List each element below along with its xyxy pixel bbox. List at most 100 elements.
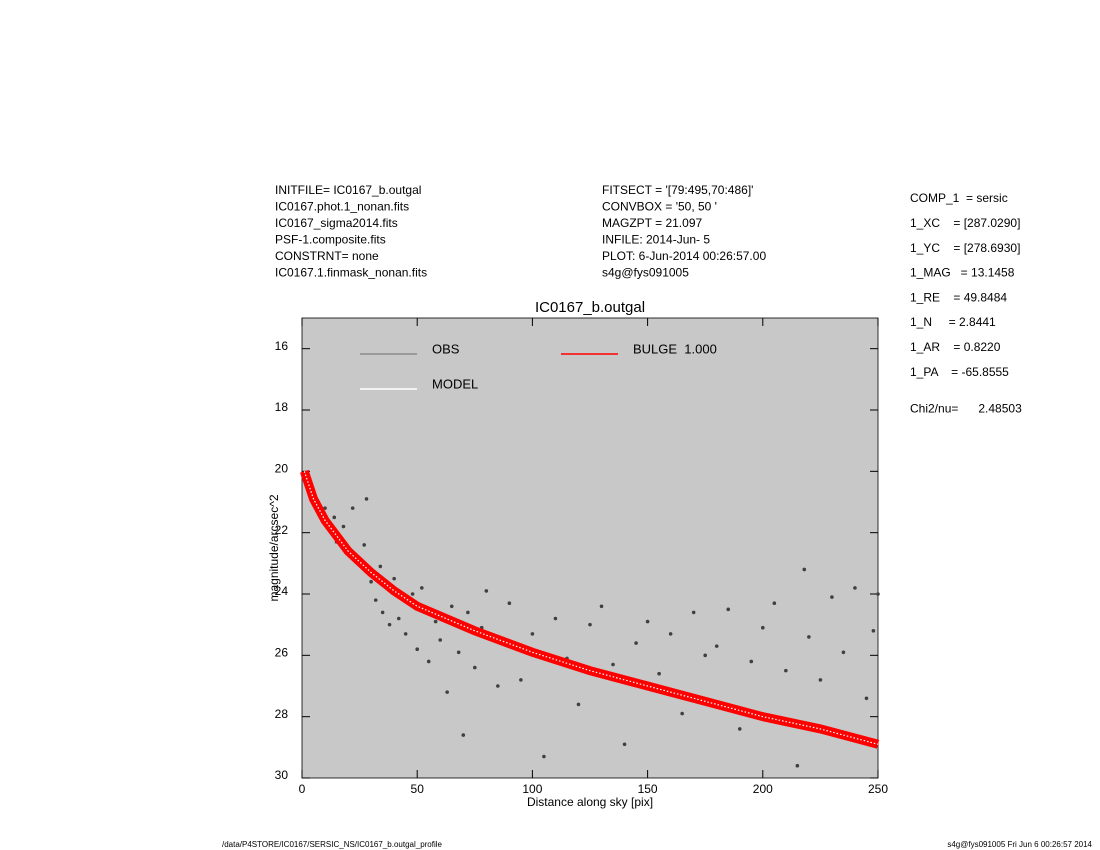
param-text: 1_YC = [278.6930] [910,241,1020,255]
obs-point [364,497,369,501]
legend-label: MODEL [432,376,478,391]
info-text: INFILE: 2014-Jun- 5 [602,233,710,247]
obs-point [761,625,765,630]
info-text: IC0167_sigma2014.fits [275,216,398,230]
y-tick-label: 18 [275,400,289,414]
obs-point [576,702,581,707]
obs-point [657,671,661,676]
obs-point [830,595,834,599]
param-text: 1_MAG = 13.1458 [910,266,1015,280]
obs-point [853,586,857,590]
obs-point [876,592,880,596]
param-text: COMP_1 = sersic [910,191,1008,205]
obs-point [807,635,811,639]
obs-point [749,659,754,664]
obs-point [542,754,546,759]
obs-point [332,515,337,520]
info-text: FITSECT = '[79:495,70:486]' [602,183,753,197]
obs-point [392,576,396,581]
y-tick-label: 26 [275,646,289,660]
obs-point [599,604,604,609]
param-text: 1_PA = -65.8555 [910,365,1009,379]
footer-left: /data/P4STORE/IC0167/SERSIC_NS/IC0167_b.… [222,840,443,849]
param-text: 1_RE = 49.8484 [910,290,1007,304]
y-tick-label: 24 [275,584,289,598]
obs-point [634,641,638,645]
y-tick-label: 20 [275,462,289,476]
y-axis-label: magnitude/arcsec^2 [267,494,281,601]
obs-point [403,632,408,636]
info-text: PSF-1.composite.fits [275,233,386,247]
info-text: s4g@fys091005 [602,266,689,280]
y-tick-label: 28 [275,707,289,721]
param-text: 1_XC = [287.0290] [910,216,1020,230]
obs-point [420,586,424,590]
obs-point [726,607,731,612]
obs-point [611,662,615,667]
obs-point [461,733,466,737]
x-tick-label: 200 [753,782,773,796]
obs-point [449,604,454,609]
info-text: IC0167.1.finmask_nonan.fits [275,266,427,280]
y-tick-label: 16 [275,339,289,353]
profile-line [300,469,880,749]
x-axis-label: Distance along sky [pix] [527,795,653,809]
obs-point [553,616,558,621]
obs-point [668,632,673,636]
obs-point [818,678,823,682]
param-text: 1_AR = 0.8220 [910,340,1001,354]
legend-label: OBS [432,341,460,356]
obs-point [456,650,461,655]
param-text: Chi2/nu= 2.48503 [910,402,1022,416]
x-tick-label: 250 [868,782,888,796]
obs-point [362,543,367,547]
obs-point [466,610,470,615]
x-tick-label: 150 [638,782,658,796]
obs-point [369,579,373,584]
obs-point [871,629,876,633]
info-text: IC0167.phot.1_nonan.fits [275,200,409,214]
obs-point [691,610,696,615]
x-tick-label: 50 [411,782,425,796]
obs-point [445,690,449,694]
obs-point [426,659,431,664]
obs-point [841,650,846,655]
info-text: CONSTRNT= none [275,249,379,263]
obs-point [714,644,719,648]
x-tick-label: 100 [522,782,542,796]
info-text: INITFILE= IC0167_b.outgal [275,183,421,197]
info-text: MAGZPT = 21.097 [602,216,702,230]
obs-point [380,610,385,615]
obs-point [530,632,535,636]
obs-point [341,524,346,529]
obs-point [645,619,650,624]
info-text: CONVBOX = '50, 50 ' [602,200,717,214]
y-tick-label: 30 [275,768,289,782]
obs-point [350,506,355,510]
obs-point [622,742,627,747]
obs-point [507,601,512,605]
obs-point [438,638,443,642]
legend-label: BULGE 1.000 [633,341,717,356]
obs-point [703,653,707,658]
obs-point [802,567,807,572]
footer-right: s4g@fys091005 Fri Jun 6 00:26:57 2014 [947,840,1092,849]
obs-point [496,684,500,688]
y-tick-label: 22 [275,523,289,537]
obs-point [864,696,869,701]
obs-point [484,589,489,593]
info-text: PLOT: 6-Jun-2014 00:26:57.00 [602,249,766,263]
obs-point [410,592,415,596]
x-tick-label: 0 [299,782,306,796]
obs-point [519,678,523,682]
obs-point [415,647,420,651]
obs-point [323,506,327,510]
obs-point [433,619,438,624]
obs-point [737,727,742,731]
obs-point [784,668,788,673]
chart-title: IC0167_b.outgal [535,299,645,316]
obs-point [588,622,592,627]
obs-point [373,598,378,602]
plot-area [301,317,879,779]
